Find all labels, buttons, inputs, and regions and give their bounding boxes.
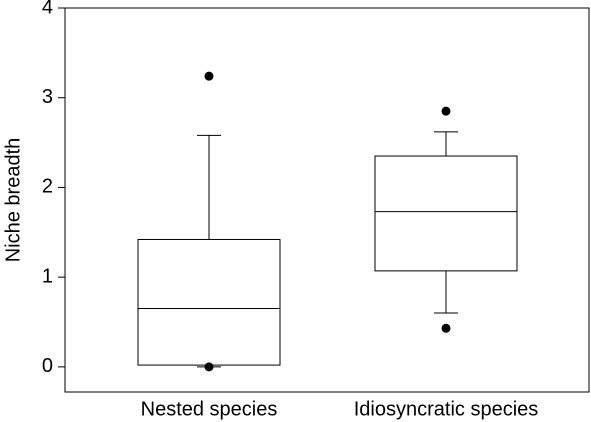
outlier bbox=[204, 362, 214, 372]
box bbox=[137, 238, 281, 366]
y-tick-label: 2 bbox=[42, 176, 53, 198]
y-tick-label: 4 bbox=[42, 0, 53, 18]
x-tick-label: Nested species bbox=[141, 398, 278, 420]
y-tick-label: 0 bbox=[42, 355, 53, 377]
y-tick-label: 1 bbox=[42, 265, 53, 287]
outlier bbox=[441, 106, 451, 116]
y-axis-label: Niche breadth bbox=[2, 138, 24, 263]
plot-frame bbox=[64, 7, 590, 393]
outlier bbox=[204, 71, 214, 81]
box bbox=[374, 155, 518, 272]
outlier bbox=[441, 323, 451, 333]
y-tick-label: 3 bbox=[42, 86, 53, 108]
x-tick-label: Idiosyncratic species bbox=[354, 398, 539, 420]
